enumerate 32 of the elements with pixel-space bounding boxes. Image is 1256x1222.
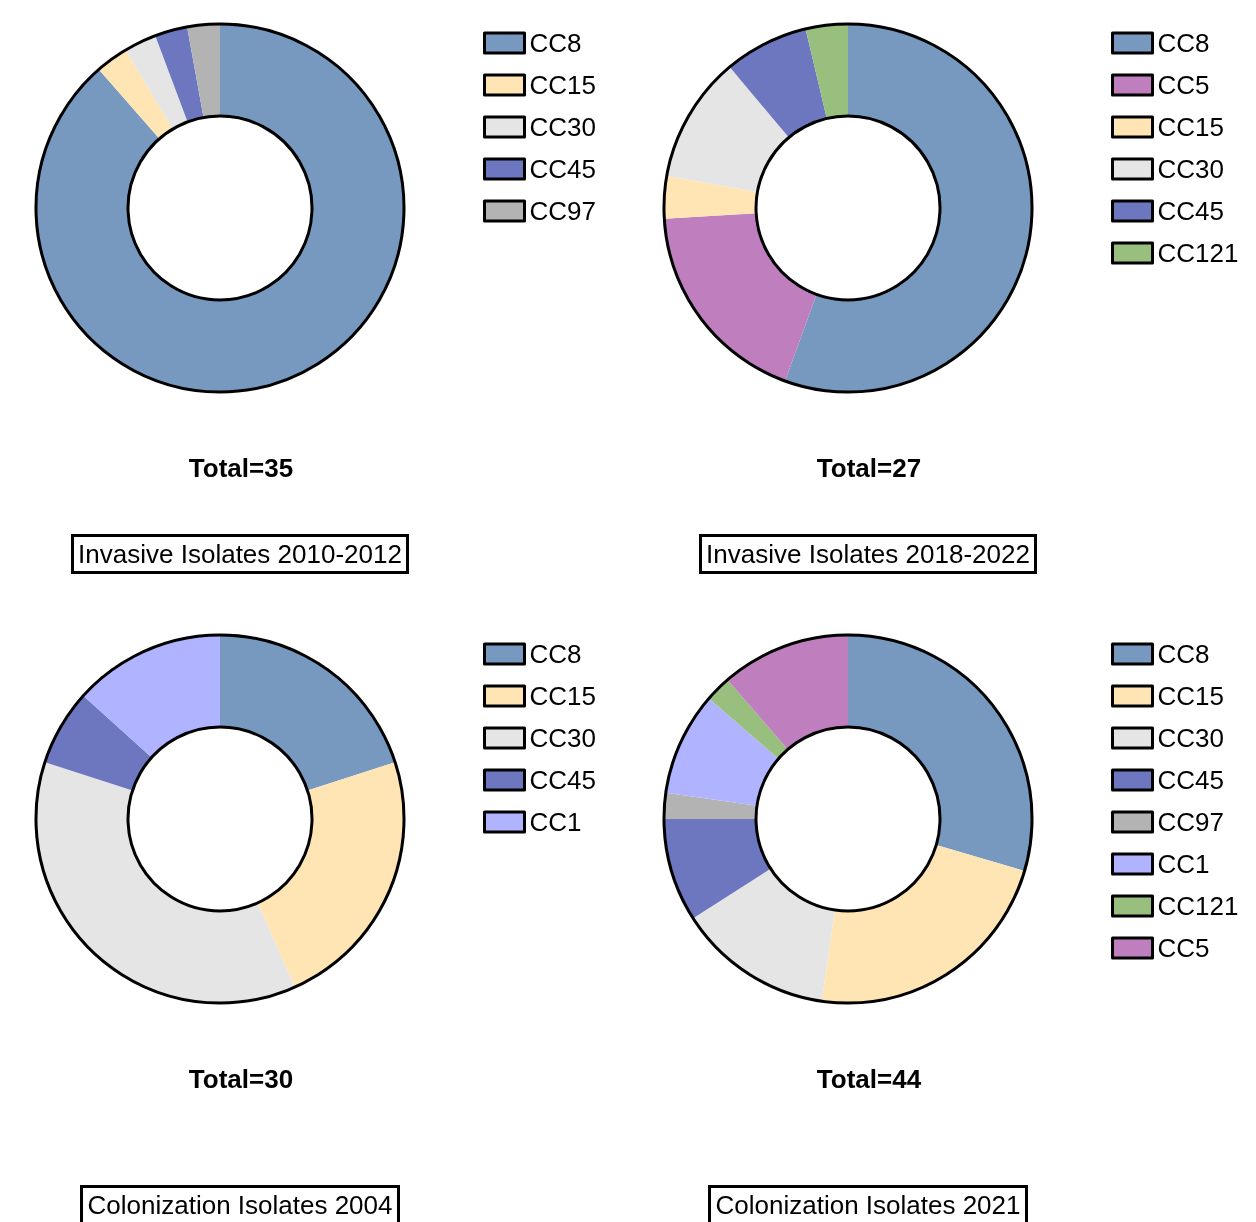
- legend-label: CC15: [1157, 681, 1224, 711]
- legend-label: CC121: [1157, 238, 1239, 268]
- legend-label: CC1: [529, 807, 582, 837]
- legend-label: CC1: [1157, 849, 1210, 879]
- legend-label: CC15: [529, 70, 596, 100]
- legend-label: CC5: [1157, 933, 1210, 963]
- legend-label: CC5: [1157, 70, 1210, 100]
- text: Total=30: [188, 1064, 294, 1094]
- text: Colonization Isolates 2004: [87, 1190, 393, 1220]
- text: Total=35: [188, 453, 294, 483]
- legend-label: CC45: [1157, 765, 1224, 795]
- legend-label: CC8: [529, 639, 582, 669]
- text: Invasive Isolates 2010-2012: [78, 539, 402, 569]
- legend-label: CC15: [529, 681, 596, 711]
- legend-label: CC97: [1157, 807, 1224, 837]
- legend-label: CC45: [529, 765, 596, 795]
- legend-label: CC45: [1157, 196, 1224, 226]
- text: Total=44: [816, 1064, 922, 1094]
- legend-label: CC97: [529, 196, 596, 226]
- text: Invasive Isolates 2018-2022: [706, 539, 1030, 569]
- legend-label: CC30: [529, 723, 596, 753]
- legend-label: CC45: [529, 154, 596, 184]
- legend-label: CC30: [1157, 723, 1224, 753]
- legend-label: CC30: [1157, 154, 1224, 184]
- legend-label: CC8: [529, 28, 582, 58]
- legend-label: CC15: [1157, 112, 1224, 142]
- legend-label: CC8: [1157, 28, 1210, 58]
- legend-label: CC8: [1157, 639, 1210, 669]
- legend-label: CC121: [1157, 891, 1239, 921]
- text: Colonization Isolates 2021: [715, 1190, 1021, 1220]
- text: Total=27: [816, 453, 922, 483]
- legend-label: CC30: [529, 112, 596, 142]
